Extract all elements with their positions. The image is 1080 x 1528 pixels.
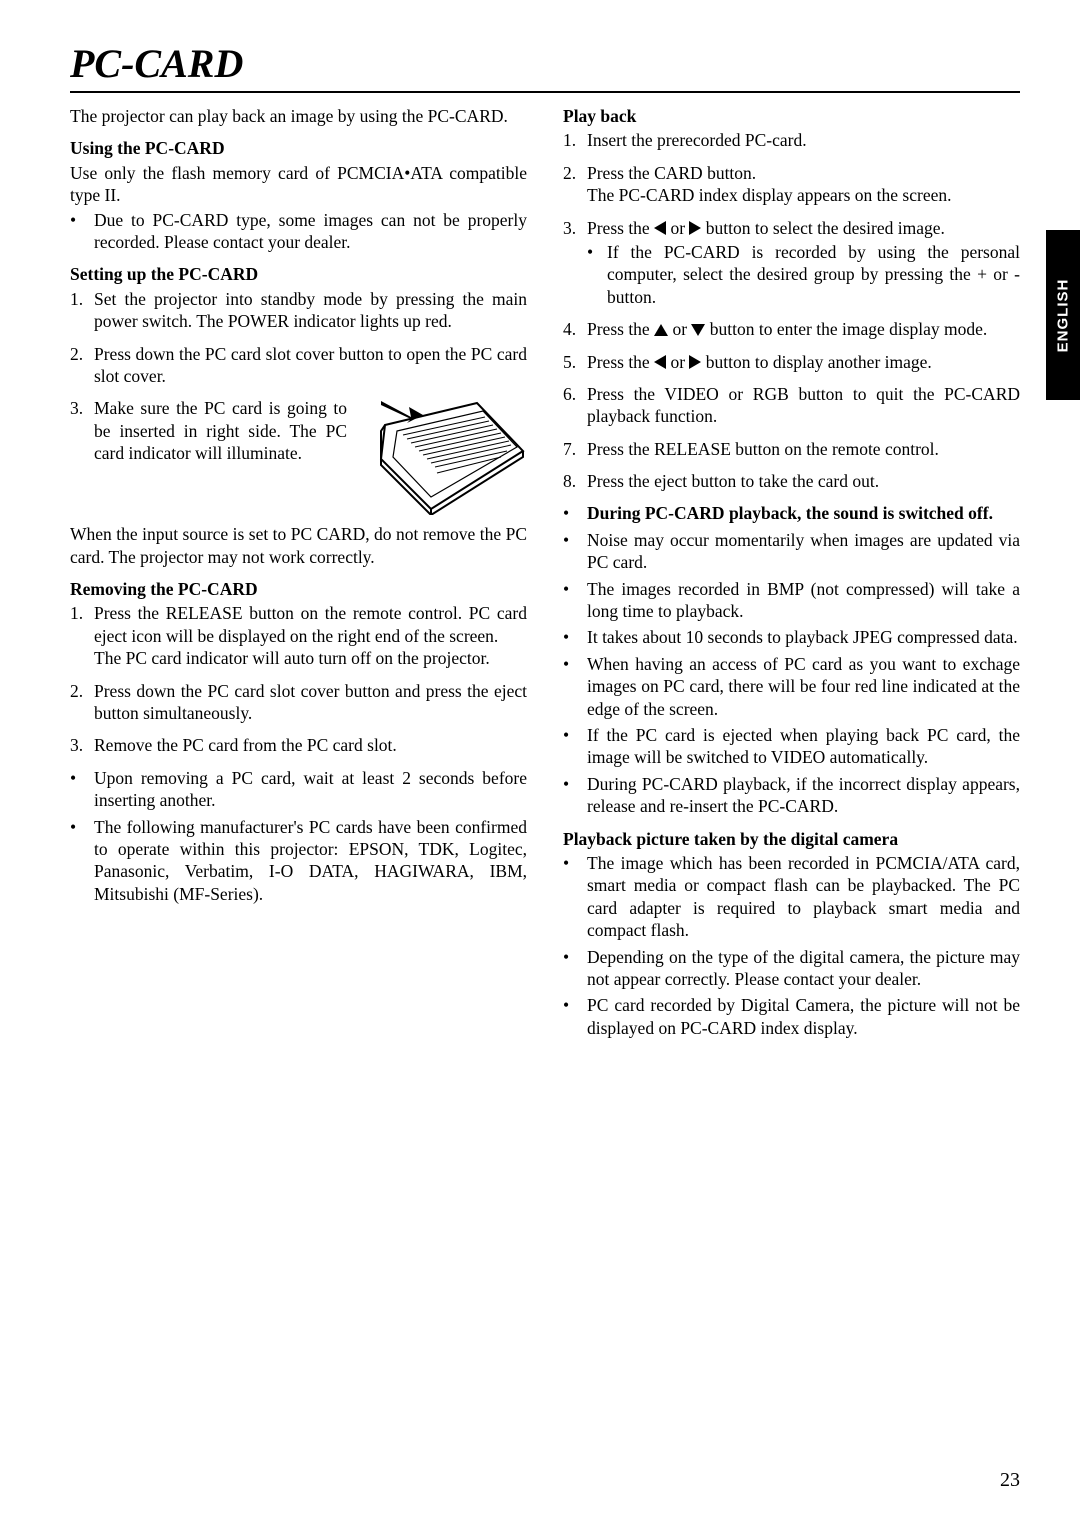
digital-bullet: PC card recorded by Digital Camera, the … [587, 994, 1020, 1039]
arrow-up-icon [654, 324, 668, 336]
playback-list: 1.Insert the prerecorded PC-card.2.Press… [563, 129, 1020, 492]
setup-heading: Setting up the PC-CARD [70, 263, 527, 285]
note: During PC-CARD playback, if the incorrec… [587, 773, 1020, 818]
using-bullet: Due to PC-CARD type, some images can not… [94, 209, 527, 254]
right-column: Play back 1.Insert the prerecorded PC-ca… [563, 105, 1020, 1047]
setup-list: 1.Set the projector into standby mode by… [70, 288, 527, 520]
playback-step: Press the or button to display another i… [587, 351, 1020, 373]
playback-notes: •During PC-CARD playback, the sound is s… [563, 502, 1020, 817]
playback-step: Press the or button to enter the image d… [587, 318, 1020, 340]
remove-step: Press down the PC card slot cover button… [94, 680, 527, 725]
digital-bullet: The image which has been recorded in PCM… [587, 852, 1020, 942]
setup-step: Press down the PC card slot cover button… [94, 343, 527, 388]
setup-step: Make sure the PC card is going to be ins… [94, 397, 527, 519]
columns: The projector can play back an image by … [70, 105, 1020, 1047]
remove-heading: Removing the PC-CARD [70, 578, 527, 600]
remove-bullet: Upon removing a PC card, wait at least 2… [94, 767, 527, 812]
arrow-left-icon [654, 355, 666, 369]
note: When having an access of PC card as you … [587, 653, 1020, 720]
using-text: Use only the flash memory card of PCMCIA… [70, 162, 527, 207]
note: Noise may occur momentarily when images … [587, 529, 1020, 574]
remove-list: 1.Press the RELEASE button on the remote… [70, 602, 527, 756]
remove-bullets: •Upon removing a PC card, wait at least … [70, 767, 527, 905]
remove-step: Press the RELEASE button on the remote c… [94, 602, 527, 669]
pc-card-illustration [357, 397, 527, 515]
setup-note: When the input source is set to PC CARD,… [70, 523, 527, 568]
playback-step: Press the or button to select the desire… [587, 217, 1020, 309]
playback-step: Press the CARD button. The PC-CARD index… [587, 162, 1020, 207]
using-heading: Using the PC-CARD [70, 137, 527, 159]
language-tab: ENGLISH [1046, 230, 1080, 400]
playback-heading: Play back [563, 105, 1020, 127]
arrow-left-icon [654, 221, 666, 235]
digital-bullet: Depending on the type of the digital cam… [587, 946, 1020, 991]
left-column: The projector can play back an image by … [70, 105, 527, 1047]
page-title: PC-CARD [70, 40, 1020, 87]
playback-step: Insert the prerecorded PC-card. [587, 129, 1020, 151]
arrow-down-icon [691, 324, 705, 336]
notes-head: During PC-CARD playback, the sound is sw… [587, 502, 1020, 524]
note: The images recorded in BMP (not compress… [587, 578, 1020, 623]
playback-step: Press the RELEASE button on the remote c… [587, 438, 1020, 460]
digital-bullets: •The image which has been recorded in PC… [563, 852, 1020, 1039]
using-bullets: •Due to PC-CARD type, some images can no… [70, 209, 527, 254]
remove-step: Remove the PC card from the PC card slot… [94, 734, 527, 756]
playback-step: Press the eject button to take the card … [587, 470, 1020, 492]
intro-text: The projector can play back an image by … [70, 105, 527, 127]
note: It takes about 10 seconds to playback JP… [587, 626, 1020, 648]
page: PC-CARD The projector can play back an i… [0, 0, 1080, 1528]
setup-step: Set the projector into standby mode by p… [94, 288, 527, 333]
note: If the PC card is ejected when playing b… [587, 724, 1020, 769]
page-number: 23 [1000, 1469, 1020, 1492]
arrow-right-icon [689, 355, 701, 369]
remove-bullet: The following manufacturer's PC cards ha… [94, 816, 527, 906]
arrow-right-icon [689, 221, 701, 235]
digital-heading: Playback picture taken by the digital ca… [563, 828, 1020, 850]
playback-step: Press the VIDEO or RGB button to quit th… [587, 383, 1020, 428]
title-rule [70, 91, 1020, 93]
